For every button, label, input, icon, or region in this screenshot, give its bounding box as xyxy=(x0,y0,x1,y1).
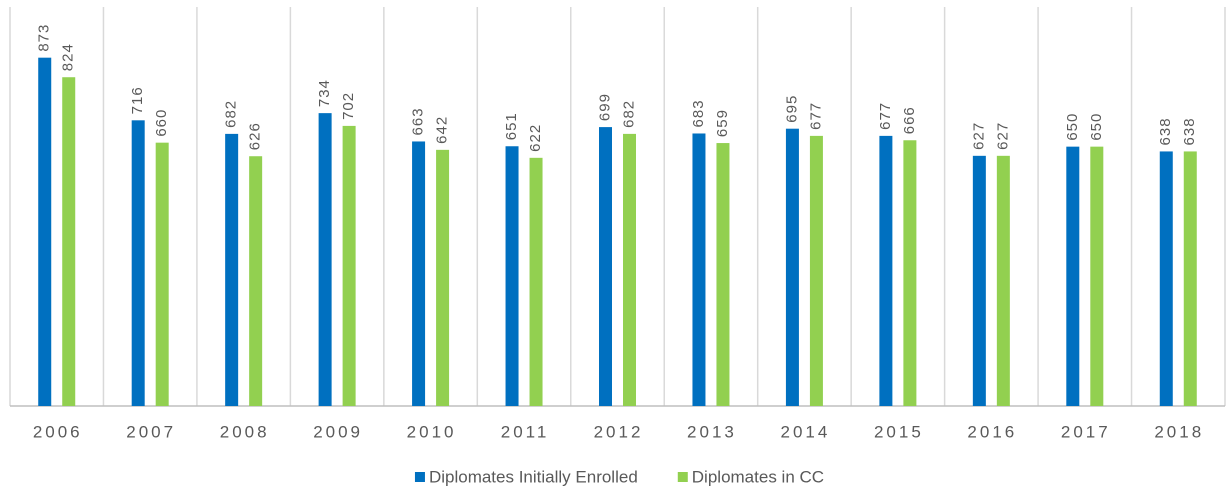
bar xyxy=(1183,151,1197,406)
value-label: 638 xyxy=(1157,117,1174,145)
value-label: 627 xyxy=(994,122,1011,150)
x-tick-label: 2012 xyxy=(594,422,644,441)
value-label: 666 xyxy=(901,106,918,134)
bar xyxy=(62,77,76,406)
value-label: 824 xyxy=(60,43,77,71)
legend-label: Diplomates Initially Enrolled xyxy=(429,467,638,486)
value-label: 659 xyxy=(714,109,731,137)
value-label: 873 xyxy=(36,24,53,52)
value-label: 663 xyxy=(410,107,427,135)
value-label: 638 xyxy=(1181,117,1198,145)
x-tick-label: 2018 xyxy=(1154,422,1204,441)
bar xyxy=(318,113,332,406)
x-tick-label: 2007 xyxy=(126,422,176,441)
value-label: 622 xyxy=(527,124,544,152)
bar xyxy=(599,127,612,406)
bar xyxy=(505,146,519,406)
bar xyxy=(38,57,52,406)
bar xyxy=(412,141,426,406)
bar xyxy=(809,135,823,406)
value-label: 650 xyxy=(1088,113,1105,141)
value-label: 627 xyxy=(970,122,987,150)
bar xyxy=(342,125,356,406)
legend-swatch xyxy=(414,472,425,482)
value-label: 702 xyxy=(340,92,357,120)
bar xyxy=(903,140,917,407)
bar xyxy=(131,120,145,406)
value-label: 626 xyxy=(247,122,264,150)
x-tick-label: 2014 xyxy=(781,422,831,441)
bar xyxy=(716,143,730,406)
bar xyxy=(785,128,799,406)
legend-label: Diplomates in CC xyxy=(692,467,824,486)
bar xyxy=(529,157,543,406)
x-tick-label: 2009 xyxy=(313,422,363,441)
value-label: 699 xyxy=(596,93,613,121)
x-tick-label: 2010 xyxy=(407,422,457,441)
bar xyxy=(225,133,239,406)
value-label: 682 xyxy=(620,100,637,128)
value-label: 683 xyxy=(690,99,707,127)
x-tick-label: 2006 xyxy=(33,422,83,441)
x-tick-label: 2011 xyxy=(501,422,550,441)
value-label: 651 xyxy=(503,112,520,140)
bar xyxy=(996,155,1010,406)
bar xyxy=(1066,146,1080,406)
value-label: 677 xyxy=(807,102,824,130)
bar xyxy=(249,156,263,406)
value-label: 650 xyxy=(1064,113,1081,141)
x-tick-label: 2013 xyxy=(687,422,737,441)
value-label: 716 xyxy=(129,86,146,114)
value-label: 695 xyxy=(783,95,800,123)
bar xyxy=(436,149,450,407)
value-label: 677 xyxy=(877,102,894,130)
bar xyxy=(692,133,706,406)
value-label: 734 xyxy=(316,79,333,107)
legend-swatch xyxy=(677,472,688,482)
bar xyxy=(1159,151,1173,406)
bar xyxy=(1090,146,1104,406)
bar xyxy=(623,133,636,406)
value-label: 660 xyxy=(153,109,170,137)
x-tick-label: 2017 xyxy=(1061,422,1111,441)
bar xyxy=(972,155,986,406)
x-tick-label: 2015 xyxy=(874,422,924,441)
value-label: 682 xyxy=(223,100,240,128)
value-label: 642 xyxy=(434,116,451,144)
x-tick-label: 2008 xyxy=(220,422,270,441)
x-tick-label: 2016 xyxy=(967,422,1017,441)
bar xyxy=(155,142,169,406)
bar xyxy=(879,135,893,406)
